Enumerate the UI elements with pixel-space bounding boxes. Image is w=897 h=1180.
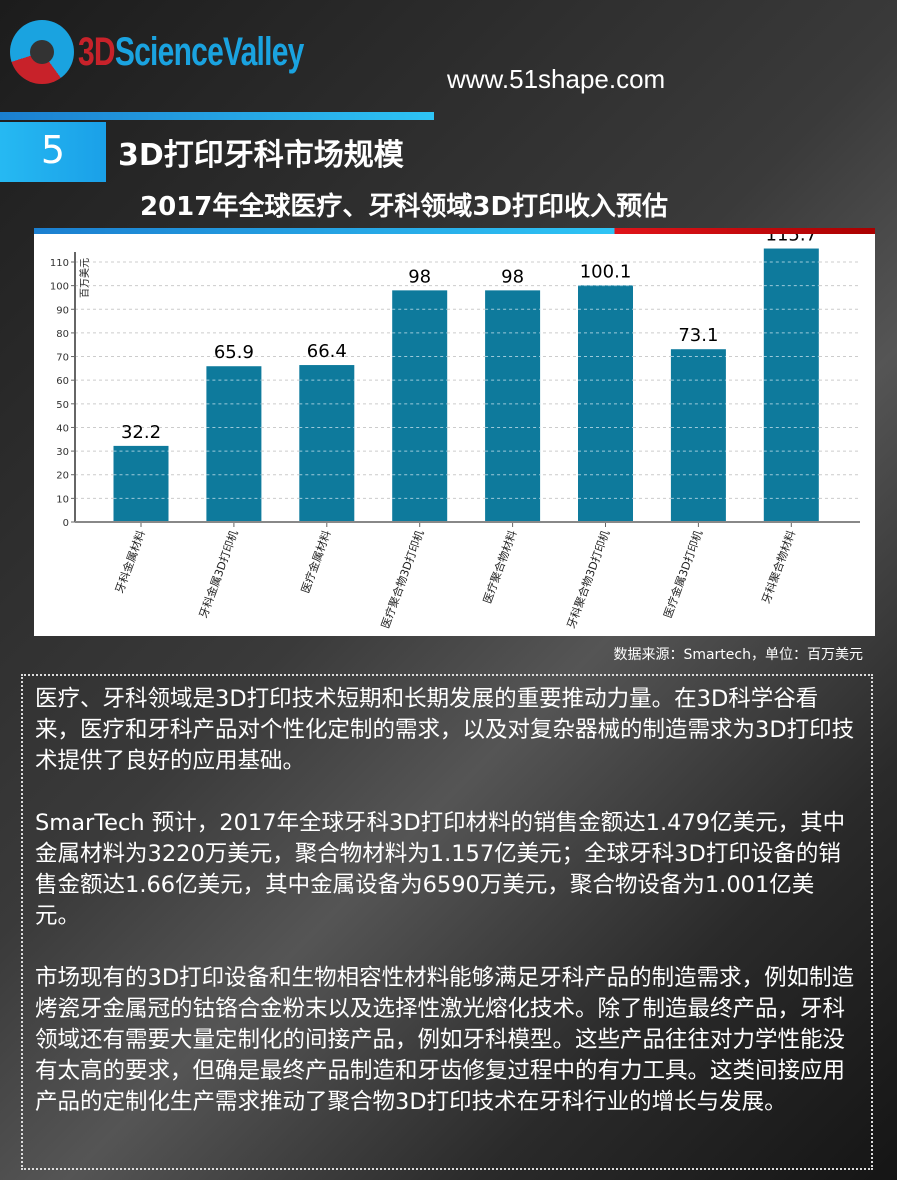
chart-top-bar (34, 228, 875, 234)
text-box: 医疗、牙科领域是3D打印技术短期和长期发展的重要推动力量。在3D科学谷看来，医疗… (21, 674, 873, 1170)
paragraph: SmarTech 预计，2017年全球牙科3D打印材料的销售金额达1.479亿美… (35, 810, 846, 929)
data-label: 66.4 (307, 341, 347, 362)
logo-icon (10, 20, 74, 84)
data-label: 98 (408, 266, 431, 287)
header-bar (0, 112, 434, 120)
y-tick-label: 0 (63, 518, 69, 529)
bar (299, 365, 355, 522)
x-tick-label: 医疗金属3D打印机 (660, 528, 705, 620)
logo: 3DScienceValley (10, 20, 379, 84)
x-tick-label: 医疗聚合物材料 (480, 528, 519, 605)
bar (392, 290, 448, 522)
logo-text: 3DScienceValley (78, 29, 304, 74)
bar (670, 349, 726, 522)
bar (485, 290, 541, 522)
y-axis-label: 百万美元 (78, 258, 91, 298)
bar (578, 285, 633, 522)
bar (206, 366, 262, 522)
source-note: 数据来源：Smartech，单位：百万美元 (613, 647, 863, 663)
x-tick-label: 医疗聚合物3D打印机 (378, 528, 427, 630)
data-label: 65.9 (214, 342, 254, 363)
data-label: 115.7 (766, 234, 818, 246)
paragraph: 医疗、牙科领域是3D打印技术短期和长期发展的重要推动力量。在3D科学谷看来，医疗… (35, 686, 855, 774)
y-tick-label: 90 (56, 305, 69, 316)
y-tick-label: 70 (56, 353, 69, 364)
data-label: 100.1 (580, 261, 632, 282)
y-tick-label: 40 (56, 423, 69, 434)
data-label: 73.1 (678, 325, 718, 346)
x-tick-label: 牙科金属3D打印机 (196, 528, 241, 620)
bar (113, 445, 169, 522)
bar-chart: 0 10 20 30 40 50 60 70 80 90 100 110 32.2 牙科金属材料 65.9 牙… (34, 234, 875, 636)
data-label: 98 (501, 266, 524, 287)
data-label: 32.2 (121, 422, 161, 443)
paragraph: 市场现有的3D打印设备和生物相容性材料能够满足牙科产品的制造需求，例如制造烤瓷牙… (35, 965, 855, 1115)
y-tick-label: 30 (56, 447, 69, 458)
y-tick-label: 110 (50, 258, 69, 269)
y-tick-label: 80 (56, 329, 69, 340)
x-tick-label: 牙科聚合物材料 (759, 528, 798, 605)
x-tick-label: 牙科金属材料 (112, 528, 148, 595)
bar (763, 248, 819, 522)
x-tick-label: 牙科聚合物3D打印机 (564, 528, 613, 630)
y-tick-label: 100 (50, 282, 69, 293)
y-tick-label: 20 (56, 471, 69, 482)
y-tick-label: 60 (56, 376, 69, 387)
website-url: www.51shape.com (447, 64, 666, 94)
y-tick-label: 50 (56, 400, 69, 411)
x-tick-label: 医疗金属材料 (298, 528, 334, 595)
y-tick-label: 10 (56, 494, 69, 505)
chart-title: 2017年全球医疗、牙科领域3D打印收入预估 (140, 192, 669, 222)
page-title: 3D打印牙科市场规模 (118, 138, 404, 173)
section-number: 5 (0, 122, 106, 182)
